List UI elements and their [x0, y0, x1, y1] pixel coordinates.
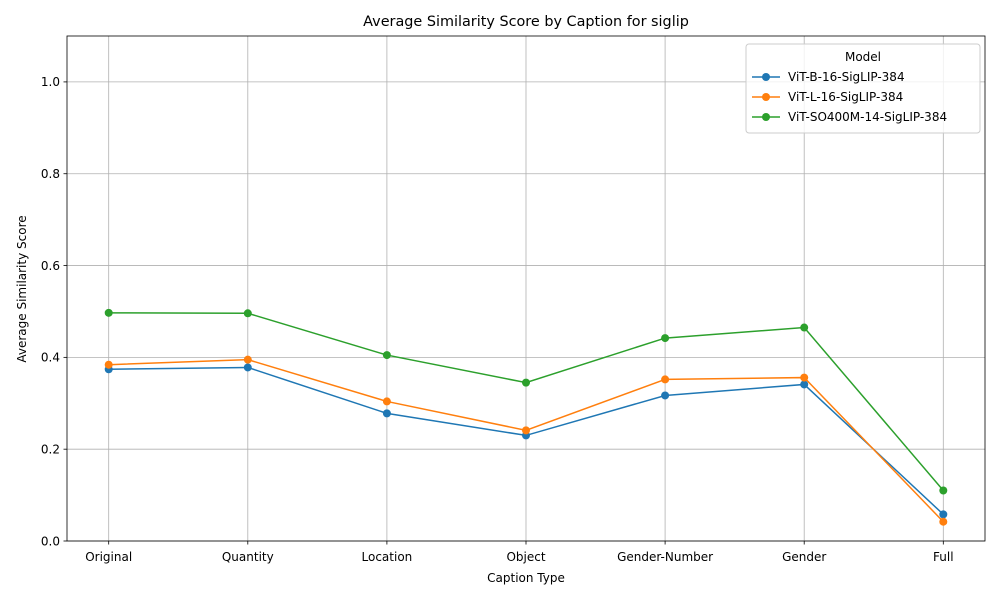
data-point: [939, 510, 948, 519]
series-ViT-B-16-SigLIP-384: [104, 363, 948, 519]
plot-frame: [66, 35, 986, 542]
data-point: [382, 409, 391, 418]
data-point: [243, 355, 252, 364]
data-point: [661, 334, 670, 343]
x-tick-label: Original: [85, 550, 132, 564]
legend-items: ViT-B-16-SigLIP-384 ViT-L-16-SigLIP-384 Vi…: [752, 70, 947, 124]
data-point: [382, 351, 391, 360]
data-point: [243, 309, 252, 318]
legend-label: ViT-SO400M-14-SigLIP-384: [788, 110, 947, 124]
data-point: [800, 380, 809, 389]
legend-swatch-marker: [762, 113, 770, 121]
data-point: [104, 308, 113, 317]
axes: Original Quantity Location Object Gender-Num…: [41, 35, 986, 564]
y-axis-label: Average Similarity Score: [15, 215, 29, 362]
x-tick-label: Quantity: [222, 550, 274, 564]
y-tick-label: 0.2: [41, 442, 60, 456]
data-point: [104, 360, 113, 369]
chart-title: Average Similarity Score by Caption for …: [363, 14, 689, 30]
y-tick-label: 0.6: [41, 259, 60, 273]
legend-swatch-marker: [762, 73, 770, 81]
series-ViT-SO400M-14-SigLIP-384: [104, 308, 948, 495]
data-point: [243, 363, 252, 372]
data-point: [522, 378, 530, 387]
data-point: [661, 375, 670, 384]
x-tick-label: Object: [506, 550, 545, 564]
y-tick-label: 1.0: [41, 75, 60, 89]
legend-entry: ViT-L-16-SigLIP-384: [752, 90, 903, 104]
y-tick-label: 0.0: [41, 534, 60, 548]
x-tick-label: Location: [362, 550, 413, 564]
data-point: [800, 373, 809, 382]
data-point: [800, 323, 809, 332]
data-point: [382, 397, 391, 406]
series-lines: [104, 308, 948, 526]
series-ViT-L-16-SigLIP-384: [104, 355, 948, 526]
x-tick-label: Gender-Number: [617, 550, 713, 564]
legend-title: Model: [845, 50, 881, 64]
data-point: [661, 391, 670, 400]
data-point: [939, 486, 948, 495]
x-tick-label: Gender: [782, 550, 826, 564]
data-point: [939, 517, 948, 526]
legend-label: ViT-L-16-SigLIP-384: [788, 90, 903, 104]
y-tick-label: 0.8: [41, 167, 60, 181]
legend-entry: ViT-B-16-SigLIP-384: [752, 70, 905, 84]
legend-swatch-marker: [762, 93, 770, 101]
y-tick-label: 0.4: [41, 351, 60, 365]
x-axis-label: Caption Type: [487, 571, 565, 585]
legend-box: [745, 43, 981, 134]
data-point: [522, 426, 530, 435]
x-tick-label: Full: [933, 550, 954, 564]
legend-label: ViT-B-16-SigLIP-384: [788, 70, 905, 84]
legend-entry: ViT-SO400M-14-SigLIP-384: [752, 110, 947, 124]
legend: Model ViT-B-16-SigLIP-384 ViT-L-16-SigLIP…: [745, 43, 981, 134]
